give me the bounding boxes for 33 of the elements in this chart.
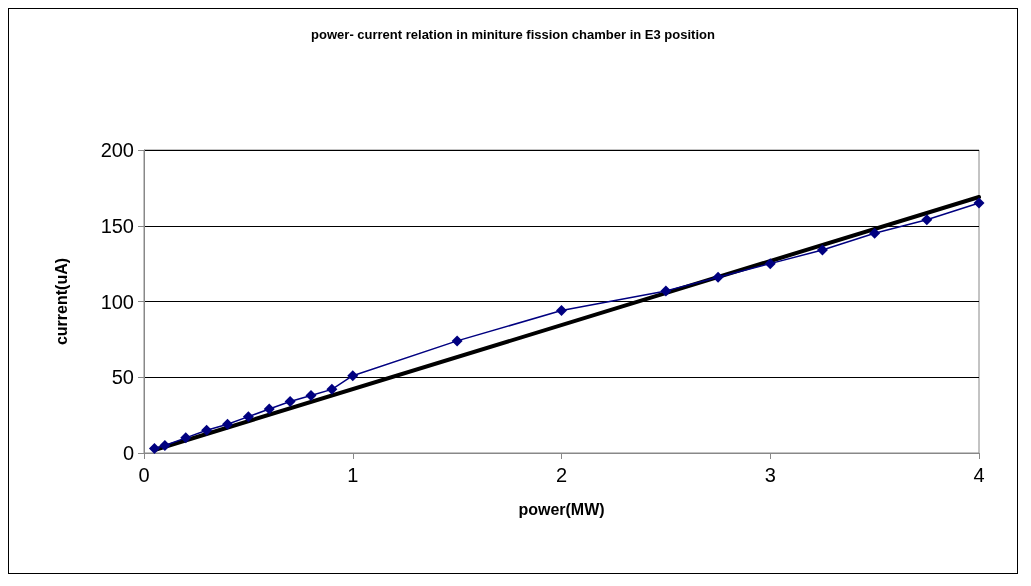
y-tick-label: 50 <box>111 366 134 389</box>
y-axis-title: current(uA) <box>52 257 70 346</box>
point <box>305 389 317 401</box>
point <box>159 439 171 451</box>
x-tick-label: 1 <box>347 464 359 486</box>
point <box>347 370 359 382</box>
point <box>263 403 275 415</box>
point <box>326 383 338 395</box>
x-tick-label: 0 <box>138 464 150 486</box>
x-tick-label: 4 <box>973 464 985 486</box>
point <box>222 418 233 430</box>
point <box>556 305 567 317</box>
point <box>921 214 933 226</box>
point <box>712 271 724 283</box>
point <box>764 258 776 270</box>
point <box>973 197 985 209</box>
chart-title: power- current relation in miniture fission chamber in E3 position <box>311 27 715 42</box>
y-tick-label: 200 <box>100 139 134 161</box>
y-tick-label: 100 <box>100 290 134 313</box>
x-tick-label: 2 <box>555 464 568 486</box>
point <box>284 395 296 407</box>
y-tick-label: 150 <box>100 214 134 237</box>
point <box>451 335 463 347</box>
x-tick-label: 3 <box>764 464 776 486</box>
point <box>242 411 254 423</box>
point <box>180 432 192 444</box>
x-axis-title: power(MW) <box>518 500 605 518</box>
point <box>816 244 828 256</box>
y-tick-label: 0 <box>122 442 134 464</box>
point <box>148 442 160 454</box>
point <box>201 424 213 436</box>
point <box>660 285 672 297</box>
point <box>869 227 881 239</box>
